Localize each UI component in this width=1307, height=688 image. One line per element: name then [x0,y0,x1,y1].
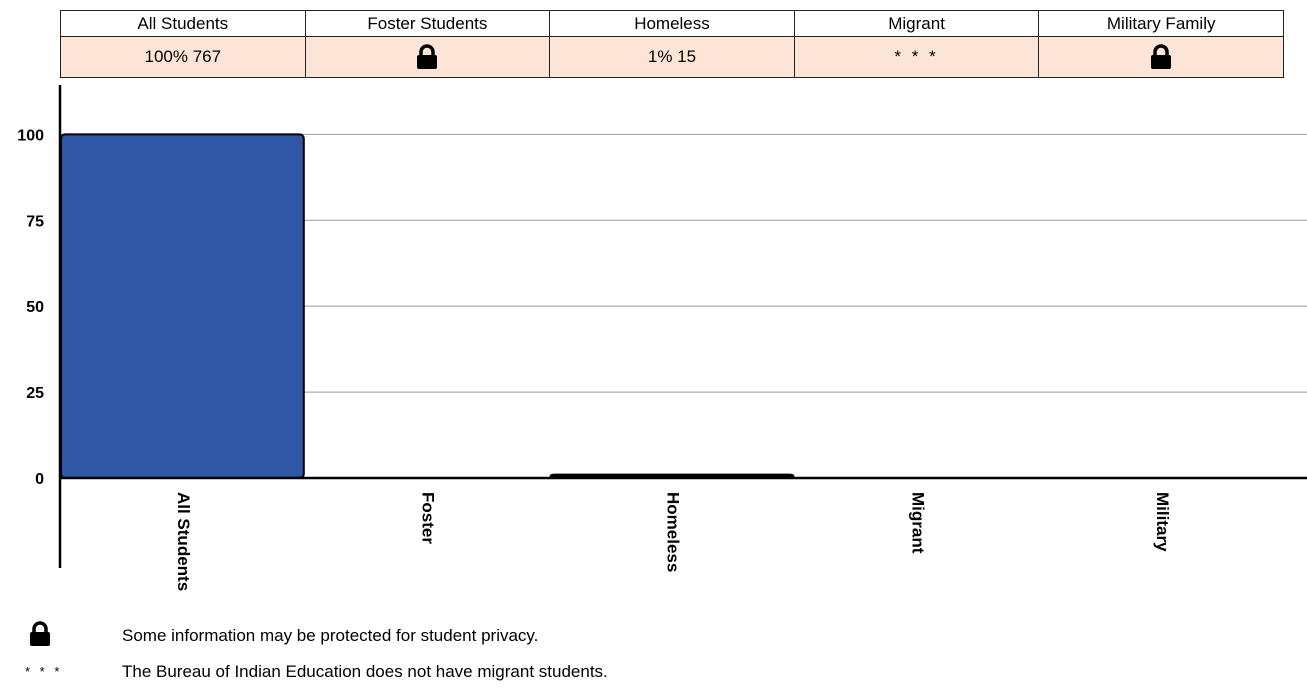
y-tick-label: 25 [26,385,44,402]
lock-icon [417,44,438,69]
y-tick-label: 0 [35,471,44,488]
y-tick-labels: 0 25 50 75 100 [17,127,44,488]
migrant-note-symbol: * * * [25,664,63,679]
y-tick-label: 75 [26,213,44,230]
value-migrant: * * * [793,36,1040,78]
header-military-family: Military Family [1038,10,1284,37]
summary-value-row: 100% 767 1% 15 * * * [60,36,1284,78]
privacy-note-text: Some information may be protected for st… [122,626,539,645]
x-category-labels: All Students Foster Homeless Migrant Militar… [174,492,1172,591]
x-category-label: Military [1153,492,1172,552]
migrant-note-text: The Bureau of Indian Education does not … [122,662,608,681]
header-foster-students: Foster Students [304,10,551,37]
x-category-label: Migrant [908,492,927,554]
header-all-students: All Students [60,10,306,37]
x-category-label: All Students [174,492,193,591]
bar-chart: 0 25 50 75 100 All Students Foster Homeless Mig… [17,85,1307,591]
summary-header-row: All Students Foster Students Homeless Mi… [60,10,1284,37]
header-migrant: Migrant [793,10,1040,37]
x-category-label: Foster [419,492,438,544]
header-homeless: Homeless [549,10,795,37]
value-military-family [1038,36,1284,78]
y-tick-label: 50 [26,299,44,316]
axes [58,85,1307,568]
value-foster-students [304,36,551,78]
summary-table: All Students Foster Students Homeless Mi… [60,10,1284,78]
x-category-label: Homeless [664,492,683,572]
bar-all-students [60,133,305,479]
value-homeless: 1% 15 [549,36,795,78]
lock-icon [30,621,50,646]
lock-icon [1151,44,1172,69]
value-all-students: 100% 767 [60,36,306,78]
y-tick-label: 100 [17,127,44,144]
